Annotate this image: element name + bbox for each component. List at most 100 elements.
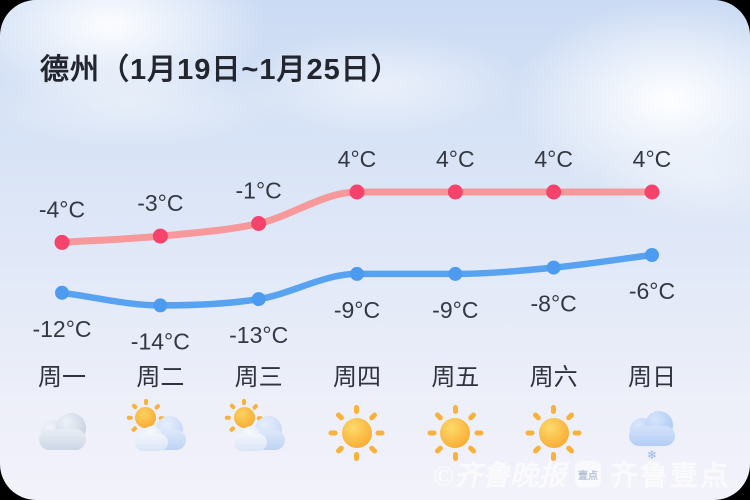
sun-ray	[452, 405, 458, 414]
weather-icon-wrap	[225, 398, 287, 466]
sun-ray	[225, 415, 232, 420]
cloud-base	[39, 429, 86, 450]
cloud-base	[135, 434, 169, 451]
low-temp-point	[448, 266, 463, 281]
day-label: 周一	[38, 364, 86, 391]
weather-icon-sunny	[525, 404, 582, 466]
low-temp-label: -9°C	[334, 297, 380, 323]
weather-icon-wrap	[126, 398, 188, 466]
day-column: 周五	[406, 364, 504, 466]
weather-icon-wrap	[427, 404, 484, 466]
weather-icon-wrap	[525, 404, 582, 466]
low-temp-label: -6°C	[629, 278, 675, 304]
weather-icon-cloudy	[34, 404, 90, 466]
cloud-decoration	[510, 0, 750, 200]
day-label: 周四	[332, 364, 381, 391]
sun-ray	[131, 425, 138, 433]
high-temp-label: 4°C	[436, 146, 475, 172]
day-column: 周三	[210, 364, 308, 466]
sun-ray	[551, 405, 557, 414]
low-temp-point	[251, 292, 266, 307]
sun-ray	[153, 402, 161, 410]
cloud-base	[628, 426, 675, 446]
weather-icon-sunny	[328, 404, 385, 466]
day-column: 周四	[308, 364, 406, 466]
sun-ray	[467, 411, 477, 421]
sun-ray	[144, 398, 148, 405]
low-temp-point	[55, 285, 69, 300]
low-temp-line	[58, 251, 656, 309]
sun-ray	[229, 402, 237, 410]
high-temp-point	[54, 234, 70, 250]
sun-ray	[335, 411, 345, 421]
high-temp-point	[251, 216, 267, 231]
sun-ray	[354, 405, 360, 414]
sun-disc	[538, 418, 569, 448]
weather-icon-partly-cloudy	[225, 398, 287, 466]
sun-ray	[369, 445, 379, 455]
sun-ray	[376, 430, 385, 436]
sun-ray	[525, 430, 535, 436]
low-temp-label: -13°C	[229, 322, 288, 348]
weather-icon-light-snow: ❄	[624, 404, 680, 466]
day-label: 周三	[234, 364, 283, 391]
day-label: 周五	[431, 364, 480, 391]
sun-ray	[532, 411, 542, 421]
sun-ray	[452, 452, 458, 461]
sun-ray	[242, 398, 246, 405]
high-temp-label: -1°C	[236, 178, 282, 204]
high-temp-label: -3°C	[137, 190, 183, 216]
low-temp-label: -12°C	[32, 316, 91, 342]
sun-ray	[328, 430, 338, 436]
sun-ray	[532, 445, 542, 455]
high-temp-label: 4°C	[633, 146, 672, 172]
low-temp-label: -8°C	[531, 291, 577, 317]
low-temp-label: -14°C	[131, 328, 190, 354]
sun-ray	[433, 411, 444, 421]
sun-ray	[229, 425, 237, 433]
high-temp-point	[447, 184, 463, 200]
cloud-decoration	[590, 130, 750, 230]
sun-ray	[335, 445, 345, 455]
weather-icon-wrap	[34, 404, 90, 466]
sun-ray	[369, 411, 379, 421]
day-label: 周六	[529, 364, 578, 391]
sun-ray	[474, 430, 484, 436]
weather-icon-wrap: ❄	[624, 404, 680, 466]
day-label: 周二	[136, 364, 185, 391]
weather-icon-partly-cloudy	[126, 398, 188, 466]
day-column: 周六	[505, 364, 603, 466]
high-temp-label: -4°C	[39, 196, 85, 222]
high-temp-point	[644, 184, 660, 200]
sun-disc	[233, 407, 255, 428]
sun-ray	[573, 430, 582, 436]
weather-icon-sunny	[427, 404, 484, 466]
high-temp-point	[152, 228, 168, 244]
high-temp-label: 4°C	[534, 146, 573, 172]
page-title: 德州（1月19日~1月25日）	[40, 54, 401, 86]
low-temp-point	[349, 266, 364, 281]
sun-ray	[467, 445, 477, 455]
low-temp-point	[644, 248, 659, 262]
day-column: 周一	[13, 364, 111, 466]
sun-ray	[427, 430, 436, 436]
day-column: 周二	[111, 364, 209, 466]
sun-ray	[252, 402, 259, 410]
day-column: 周日 ❄	[603, 364, 701, 466]
day-label: 周日	[627, 364, 676, 391]
sun-ray	[551, 452, 557, 461]
low-temp-point	[153, 298, 168, 313]
sun-disc	[135, 407, 157, 428]
sun-ray	[565, 411, 576, 421]
low-temp-point	[546, 260, 561, 275]
high-temp-point	[546, 184, 562, 200]
sun-disc	[440, 418, 471, 448]
high-temp-label: 4°C	[338, 146, 377, 172]
sun-ray	[433, 445, 444, 455]
sun-ray	[131, 402, 138, 410]
weather-icon-wrap	[328, 404, 385, 466]
cloud-base	[233, 434, 267, 451]
sun-ray	[565, 445, 576, 455]
sun-disc	[341, 418, 372, 448]
